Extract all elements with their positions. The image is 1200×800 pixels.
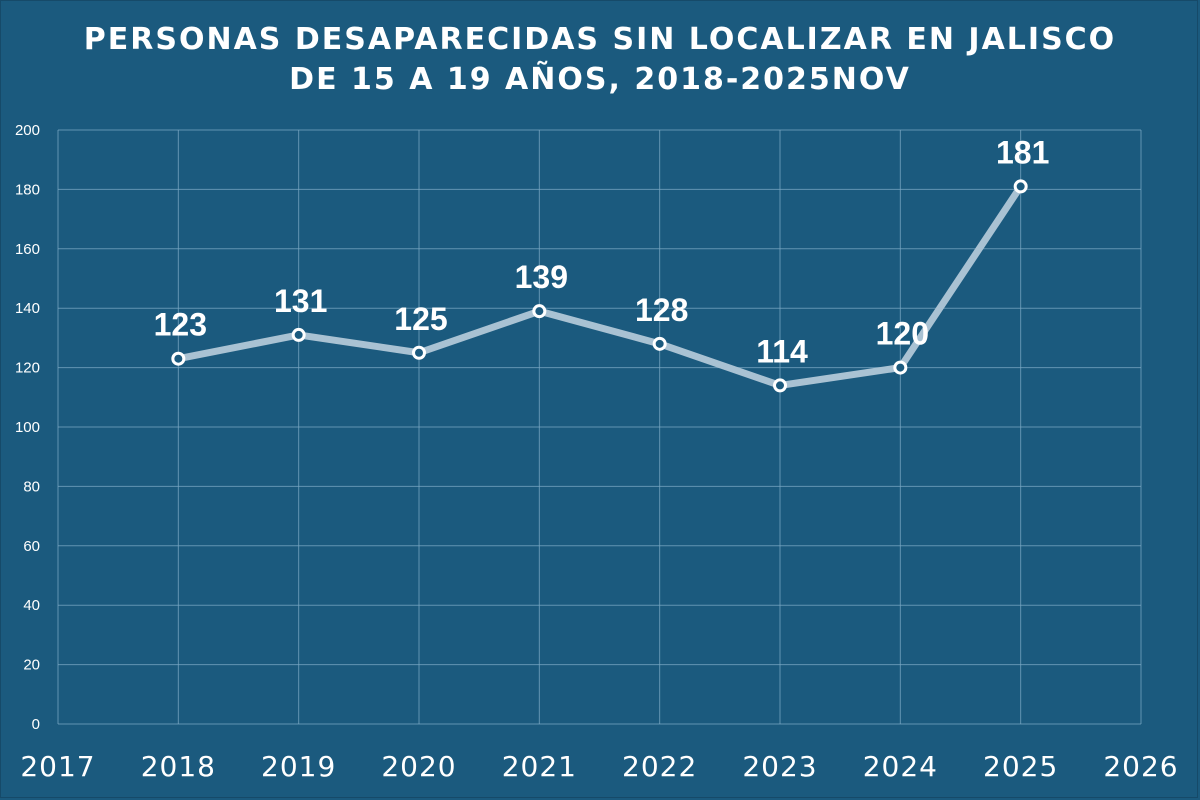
- chart-subtitle: DE 15 A 19 AÑOS, 2018-2025NOV: [289, 62, 911, 97]
- y-tick-label: 100: [15, 419, 40, 436]
- data-labels: 123 131 125 139 128 114 120 181: [154, 134, 1050, 369]
- y-tick-label: 120: [15, 360, 40, 377]
- x-tick-label: 2022: [622, 750, 697, 783]
- x-tick-label: 2020: [381, 750, 456, 783]
- data-label: 120: [876, 316, 929, 352]
- data-point: [652, 336, 667, 351]
- data-point: [171, 351, 186, 366]
- data-point: [1013, 179, 1028, 194]
- data-point: [412, 345, 426, 360]
- data-label: 123: [154, 307, 207, 343]
- y-tick-label: 160: [15, 241, 40, 258]
- x-tick-label: 2017: [20, 750, 95, 783]
- x-tick-label: 2024: [863, 750, 938, 783]
- x-tick-label: 2026: [1103, 750, 1178, 783]
- y-tick-label: 40: [23, 597, 40, 614]
- data-point: [532, 304, 547, 319]
- x-tick-label: 2023: [742, 750, 817, 783]
- data-label: 131: [274, 283, 327, 319]
- data-label: 128: [635, 292, 688, 328]
- data-label: 114: [756, 333, 808, 369]
- x-tick-label: 2019: [261, 750, 336, 783]
- y-tick-label: 80: [23, 478, 40, 495]
- grid: [57, 129, 1142, 725]
- x-tick-label: 2018: [141, 750, 216, 783]
- data-point: [773, 378, 787, 393]
- data-label: 125: [394, 301, 447, 337]
- y-tick-label: 180: [15, 181, 40, 198]
- x-axis: 2017 2018 2019 2020 2021 2022 2023 2024 2025 2026: [20, 750, 1178, 783]
- x-tick-label: 2021: [502, 750, 577, 783]
- y-tick-label: 20: [23, 657, 40, 674]
- data-label: 139: [515, 259, 568, 295]
- y-tick-label: 60: [23, 538, 40, 555]
- series: [171, 179, 1028, 393]
- data-point: [893, 360, 908, 375]
- data-point: [291, 327, 306, 342]
- x-tick-label: 2025: [983, 750, 1058, 783]
- y-tick-label: 200: [15, 122, 40, 139]
- y-axis: 0 20 40 60 80 100 120 140 160 180 200: [15, 122, 40, 733]
- y-tick-label: 140: [15, 300, 40, 317]
- chart-title: PERSONAS DESAPARECIDAS SIN LOCALIZAR EN …: [83, 22, 1117, 57]
- data-label: 181: [996, 134, 1049, 170]
- y-tick-label: 0: [32, 716, 40, 733]
- series-line: [174, 182, 1025, 389]
